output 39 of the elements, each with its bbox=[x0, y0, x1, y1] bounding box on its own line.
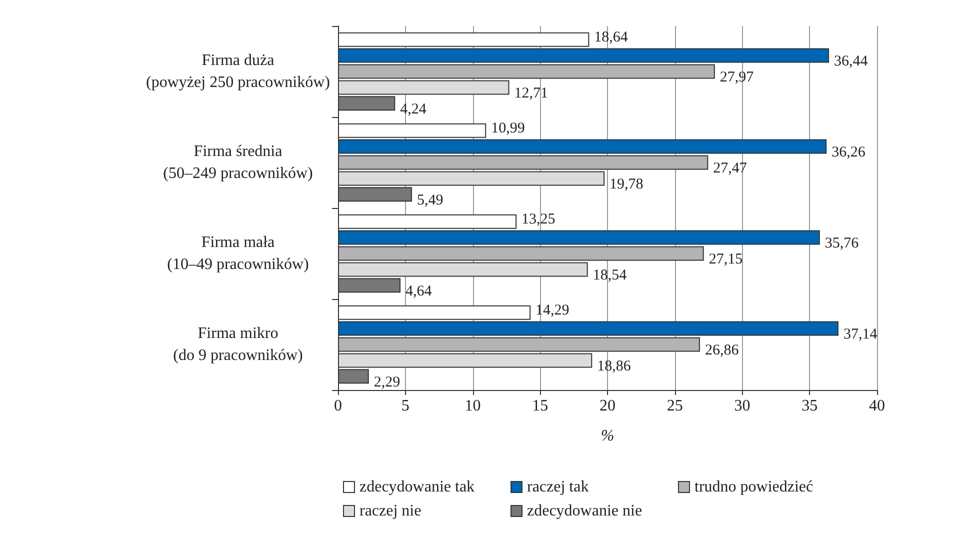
legend-label: zdecydowanie tak bbox=[360, 478, 475, 496]
x-tick-label: 30 bbox=[734, 398, 750, 414]
x-tick-label: 10 bbox=[464, 398, 481, 414]
data-label: 18,54 bbox=[592, 267, 628, 284]
y-tick-label: Firma duża (powyżej 250 pracowników) bbox=[146, 52, 330, 91]
y-tick-label: Firma mała (10–49 pracowników) bbox=[167, 234, 309, 273]
data-label: 26,86 bbox=[704, 342, 740, 358]
data-label: 12,71 bbox=[514, 85, 548, 102]
data-label: 2,29 bbox=[374, 374, 400, 390]
data-label: 37,14 bbox=[843, 326, 878, 343]
x-tick-label: 5 bbox=[401, 398, 410, 414]
y-tick-label: Firma średnia (50–249 pracowników) bbox=[163, 143, 313, 182]
x-tick-label: 20 bbox=[600, 398, 616, 414]
data-label: 35,76 bbox=[824, 236, 860, 252]
x-axis-title: % bbox=[600, 428, 614, 444]
data-label: 10,99 bbox=[491, 120, 525, 137]
y-tick-label: Firma mikro (do 9 pracowników) bbox=[173, 325, 303, 364]
data-label: 27,15 bbox=[708, 252, 743, 268]
legend-label: raczej tak bbox=[527, 478, 589, 496]
data-label: 27,47 bbox=[713, 160, 748, 176]
data-label: 4,64 bbox=[406, 283, 432, 300]
legend-label: raczej nie bbox=[360, 502, 422, 520]
data-label: 27,97 bbox=[720, 70, 754, 86]
x-tick-label: 35 bbox=[802, 398, 818, 414]
legend-label: trudno powiedzieć bbox=[694, 478, 814, 496]
data-label: 4,24 bbox=[400, 101, 427, 118]
legend-label: zdecydowanie nie bbox=[527, 502, 642, 520]
data-label: 36,26 bbox=[832, 144, 866, 161]
x-tick-label: 40 bbox=[869, 398, 885, 414]
data-label: 5,49 bbox=[416, 192, 444, 208]
x-tick-label: 15 bbox=[532, 398, 548, 414]
data-label: 19,78 bbox=[610, 176, 644, 192]
x-tick-label: 0 bbox=[334, 398, 342, 414]
data-label: 13,25 bbox=[522, 212, 556, 228]
data-label: 14,29 bbox=[536, 302, 570, 319]
x-tick-label: 25 bbox=[666, 398, 683, 414]
data-label: 36,44 bbox=[834, 54, 868, 70]
data-label: 18,64 bbox=[594, 30, 628, 46]
data-label: 18,86 bbox=[597, 358, 632, 374]
